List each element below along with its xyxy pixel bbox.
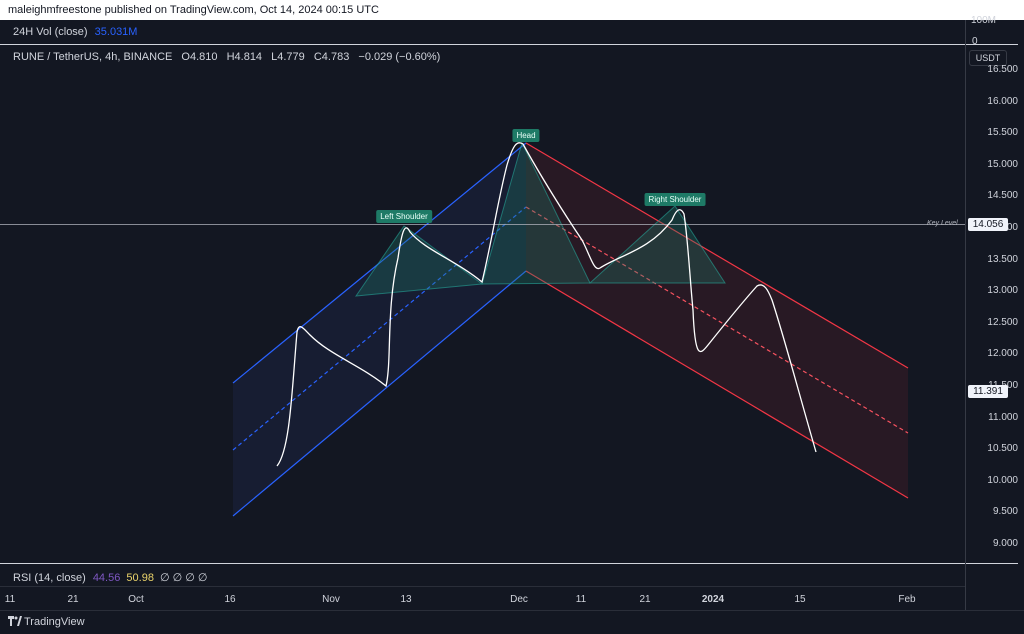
price-axis-label: 13.000: [987, 285, 1018, 297]
price-axis-label: 16.500: [987, 64, 1018, 75]
rsi-label: RSI (14, close): [13, 572, 86, 584]
publisher-text: maleighmfreestone published on TradingVi…: [8, 4, 379, 16]
ascending-channel-bottom: [232, 270, 527, 517]
price-axis-label: 10.500: [987, 443, 1018, 455]
ascending-channel-top: [232, 142, 527, 384]
descending-channel-fill: [526, 143, 908, 498]
right-shoulder-label[interactable]: Right Shoulder: [644, 193, 706, 206]
currency-selector[interactable]: USDT: [969, 50, 1007, 66]
descending-channel-top: [525, 142, 909, 369]
descending-channel-bottom: [525, 270, 909, 499]
ohlc-low: L4.779: [271, 51, 305, 63]
tradingview-logo-icon: [8, 616, 22, 626]
time-axis-label: Dec: [510, 594, 528, 605]
symbol-title: RUNE / TetherUS, 4h, BINANCE: [13, 51, 173, 63]
price-axis-label: 9.500: [992, 506, 1018, 518]
key-level-label: Key Level: [927, 220, 958, 227]
descending-channel-median: [525, 206, 909, 434]
head-label[interactable]: Head: [512, 129, 540, 142]
price-axis-label: 15.500: [987, 127, 1018, 139]
tradingview-brand: TradingView: [24, 616, 85, 628]
ohlc-open: O4.810: [181, 51, 218, 63]
volume-value: 35.031M: [94, 26, 138, 38]
price-axis-label: 11.000: [988, 411, 1018, 423]
ohlc-close: C4.783: [313, 51, 350, 63]
price-axis-label: 16.000: [987, 95, 1018, 107]
current-price-box: 11.391: [968, 385, 1008, 398]
time-axis-label: 11: [4, 594, 16, 605]
symbol-legend[interactable]: RUNE / TetherUS, 4h, BINANCE O4.810 H4.8…: [13, 51, 440, 63]
volume-scale-zero: 0: [972, 36, 978, 47]
volume-indicator-legend[interactable]: 24H Vol (close) 35.031M: [13, 26, 137, 38]
price-axis-label: 12.500: [987, 316, 1018, 328]
price-axis-label: 12.000: [987, 348, 1018, 360]
ohlc-high: H4.814: [226, 51, 263, 63]
key-level-price-box: 14.056: [968, 218, 1008, 231]
rsi-value: 44.56: [92, 572, 121, 584]
price-path-drawing: [276, 142, 817, 467]
time-axis-label: 21: [67, 594, 79, 605]
rsi-indicator-legend[interactable]: RSI (14, close) 44.56 50.98 ∅ ∅ ∅ ∅: [13, 571, 208, 584]
left-shoulder-triangle: [354, 225, 484, 297]
ascending-channel-fill: [233, 143, 526, 516]
time-axis-label: 16: [224, 594, 236, 605]
ohlc-change: −0.029 (−0.60%): [358, 51, 441, 63]
rsi-ma-value: 50.98: [126, 572, 154, 584]
price-axis-label: 14.500: [987, 190, 1018, 202]
time-axis-label: 15: [794, 594, 806, 605]
time-axis-label: Nov: [322, 594, 340, 605]
price-axis-label: 15.000: [987, 158, 1018, 170]
head-triangle: [481, 141, 591, 285]
time-axis-label: Oct: [128, 594, 144, 605]
time-axis-label: 13: [400, 594, 412, 605]
header-bar: maleighmfreestone published on TradingVi…: [0, 0, 1024, 20]
right-shoulder-triangle: [588, 205, 726, 284]
time-axis-label: 21: [639, 594, 651, 605]
time-axis-label: 11: [575, 594, 587, 605]
volume-label: 24H Vol (close): [13, 26, 88, 38]
price-axis-label: 10.000: [987, 474, 1018, 486]
rsi-na-values: ∅ ∅ ∅ ∅: [160, 572, 208, 584]
price-axis-label: 13.500: [987, 253, 1018, 265]
ascending-channel-median: [232, 206, 527, 451]
volume-scale-top: 100M: [970, 15, 996, 26]
left-shoulder-label[interactable]: Left Shoulder: [376, 210, 432, 223]
time-axis-label: 2024: [701, 594, 725, 605]
footer: TradingView: [0, 610, 1024, 634]
time-axis-label: Feb: [898, 594, 916, 605]
price-axis-label: 9.000: [992, 538, 1018, 549]
